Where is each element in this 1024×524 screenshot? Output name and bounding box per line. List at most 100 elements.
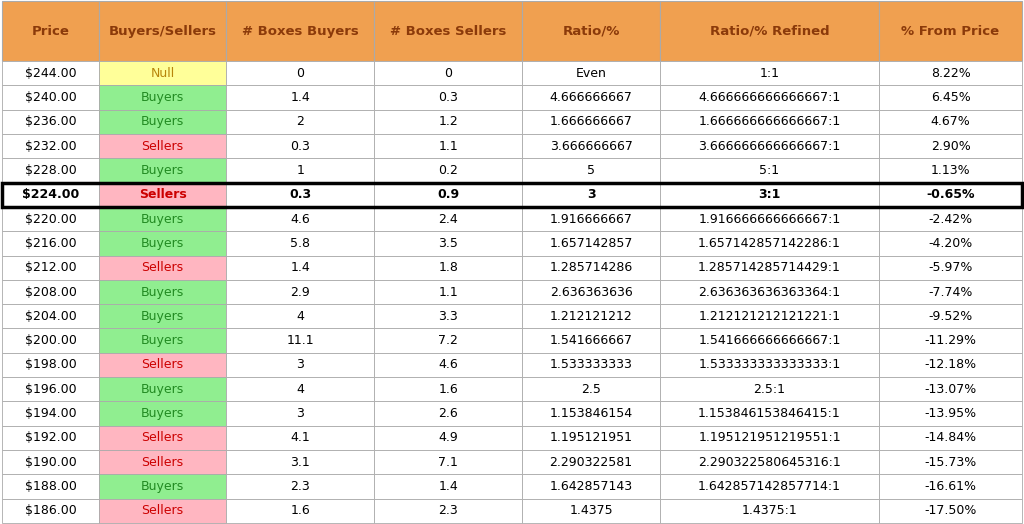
Text: 2.9: 2.9 bbox=[291, 286, 310, 299]
Bar bbox=[226, 353, 375, 377]
Text: 1.2: 1.2 bbox=[438, 115, 458, 128]
Text: -15.73%: -15.73% bbox=[925, 456, 977, 468]
Bar bbox=[375, 134, 522, 158]
Text: 1.6: 1.6 bbox=[291, 504, 310, 517]
Bar bbox=[522, 183, 659, 207]
Bar bbox=[2, 183, 99, 207]
Text: 8.22%: 8.22% bbox=[931, 67, 971, 80]
Bar bbox=[2, 499, 99, 523]
Bar bbox=[522, 207, 659, 231]
Text: 3: 3 bbox=[587, 188, 595, 201]
Text: Buyers: Buyers bbox=[141, 91, 184, 104]
Text: Null: Null bbox=[151, 67, 175, 80]
Bar bbox=[880, 499, 1022, 523]
Bar bbox=[375, 450, 522, 474]
Text: 4.6: 4.6 bbox=[438, 358, 458, 372]
Text: 1.657142857142286:1: 1.657142857142286:1 bbox=[698, 237, 841, 250]
Bar bbox=[880, 207, 1022, 231]
Bar bbox=[880, 377, 1022, 401]
Text: $216.00: $216.00 bbox=[25, 237, 77, 250]
Bar bbox=[2, 207, 99, 231]
Bar bbox=[226, 401, 375, 425]
Text: 1.4: 1.4 bbox=[291, 261, 310, 274]
Text: 2.3: 2.3 bbox=[438, 504, 458, 517]
Text: $188.00: $188.00 bbox=[25, 480, 77, 493]
Bar bbox=[375, 207, 522, 231]
Bar bbox=[99, 353, 226, 377]
Text: 1.533333333: 1.533333333 bbox=[550, 358, 633, 372]
Text: Buyers/Sellers: Buyers/Sellers bbox=[109, 25, 217, 38]
Bar bbox=[880, 61, 1022, 85]
Text: Sellers: Sellers bbox=[139, 188, 186, 201]
Text: # Boxes Buyers: # Boxes Buyers bbox=[242, 25, 358, 38]
Bar bbox=[880, 425, 1022, 450]
Text: # Boxes Sellers: # Boxes Sellers bbox=[390, 25, 507, 38]
Bar bbox=[99, 280, 226, 304]
Text: Ratio/% Refined: Ratio/% Refined bbox=[710, 25, 829, 38]
Text: 2.290322581: 2.290322581 bbox=[550, 456, 633, 468]
Text: -14.84%: -14.84% bbox=[925, 431, 977, 444]
Text: $196.00: $196.00 bbox=[25, 383, 77, 396]
Bar bbox=[659, 158, 880, 183]
Bar bbox=[2, 450, 99, 474]
Text: 1.533333333333333:1: 1.533333333333333:1 bbox=[698, 358, 841, 372]
Bar bbox=[659, 353, 880, 377]
Bar bbox=[880, 85, 1022, 110]
Text: 1.6: 1.6 bbox=[438, 383, 458, 396]
Text: $200.00: $200.00 bbox=[25, 334, 77, 347]
Bar bbox=[522, 110, 659, 134]
Bar bbox=[659, 474, 880, 499]
Bar bbox=[659, 425, 880, 450]
Bar bbox=[226, 158, 375, 183]
Bar bbox=[522, 134, 659, 158]
Bar bbox=[659, 183, 880, 207]
Text: $192.00: $192.00 bbox=[25, 431, 77, 444]
Text: 1:1: 1:1 bbox=[760, 67, 779, 80]
Text: $208.00: $208.00 bbox=[25, 286, 77, 299]
Text: 4.6: 4.6 bbox=[291, 213, 310, 225]
Bar bbox=[226, 110, 375, 134]
Bar bbox=[522, 304, 659, 329]
Bar bbox=[99, 158, 226, 183]
Bar bbox=[375, 231, 522, 256]
Text: Buyers: Buyers bbox=[141, 164, 184, 177]
Bar bbox=[226, 304, 375, 329]
Text: 1.657142857: 1.657142857 bbox=[549, 237, 633, 250]
Bar bbox=[375, 377, 522, 401]
Bar bbox=[99, 474, 226, 499]
Bar bbox=[880, 353, 1022, 377]
Text: 2.290322580645316:1: 2.290322580645316:1 bbox=[698, 456, 841, 468]
Bar bbox=[226, 329, 375, 353]
Bar bbox=[659, 256, 880, 280]
Text: -2.42%: -2.42% bbox=[929, 213, 973, 225]
Text: 1.916666667: 1.916666667 bbox=[550, 213, 633, 225]
Bar bbox=[2, 158, 99, 183]
Bar bbox=[2, 401, 99, 425]
Bar bbox=[522, 474, 659, 499]
Bar bbox=[226, 183, 375, 207]
Text: 3.666666667: 3.666666667 bbox=[550, 140, 633, 152]
Text: 2.90%: 2.90% bbox=[931, 140, 971, 152]
Text: Sellers: Sellers bbox=[141, 431, 183, 444]
Bar bbox=[659, 61, 880, 85]
Bar bbox=[375, 1, 522, 61]
Bar bbox=[2, 474, 99, 499]
Text: Sellers: Sellers bbox=[141, 140, 183, 152]
Bar bbox=[375, 353, 522, 377]
Bar bbox=[99, 110, 226, 134]
Bar bbox=[2, 61, 99, 85]
Bar bbox=[522, 231, 659, 256]
Bar bbox=[99, 450, 226, 474]
Text: 0.3: 0.3 bbox=[290, 188, 311, 201]
Text: -7.74%: -7.74% bbox=[929, 286, 973, 299]
Text: Buyers: Buyers bbox=[141, 383, 184, 396]
Bar bbox=[99, 231, 226, 256]
Text: Buyers: Buyers bbox=[141, 480, 184, 493]
Bar bbox=[99, 207, 226, 231]
Bar bbox=[880, 134, 1022, 158]
Bar bbox=[2, 110, 99, 134]
Text: 4.666666667: 4.666666667 bbox=[550, 91, 633, 104]
Bar bbox=[99, 499, 226, 523]
Text: $232.00: $232.00 bbox=[25, 140, 77, 152]
Text: Buyers: Buyers bbox=[141, 286, 184, 299]
